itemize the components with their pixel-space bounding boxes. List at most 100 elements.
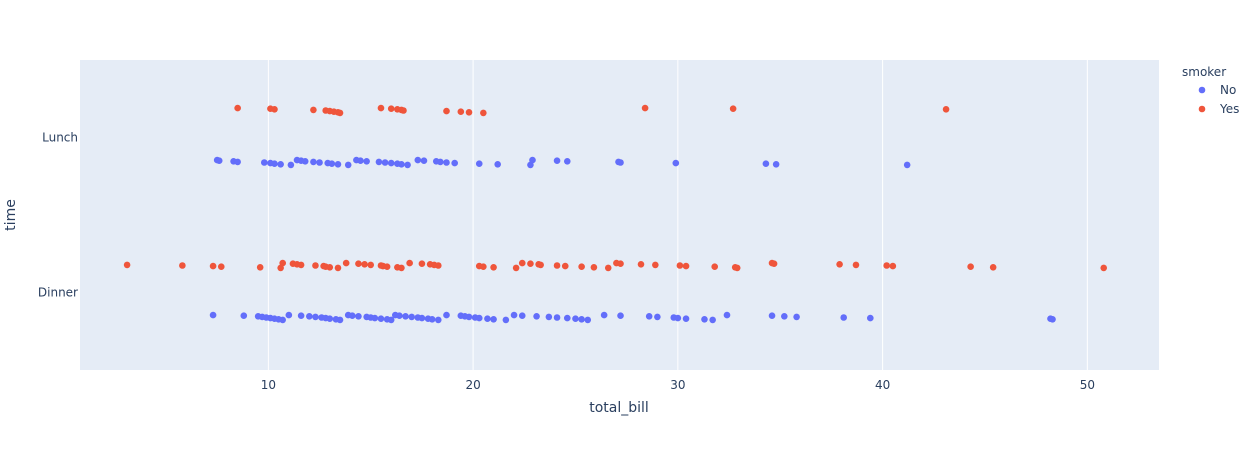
point-yes	[377, 104, 385, 112]
point-yes	[711, 263, 719, 271]
point-no	[355, 313, 362, 320]
point-no	[375, 158, 383, 166]
point-no	[553, 314, 561, 321]
point-yes	[465, 109, 473, 116]
point-yes	[733, 264, 741, 272]
point-no	[418, 314, 426, 322]
point-yes	[406, 259, 413, 267]
point-yes	[883, 262, 890, 269]
point-no	[578, 316, 585, 323]
point-no	[387, 316, 395, 324]
point-yes	[279, 259, 286, 267]
point-yes	[271, 106, 278, 113]
legend-label-no: No	[1220, 83, 1236, 97]
point-yes	[561, 262, 569, 270]
point-no	[349, 312, 356, 320]
point-yes	[682, 262, 690, 270]
point-no	[297, 312, 305, 320]
data-points	[123, 104, 1108, 324]
point-yes	[310, 106, 317, 114]
point-no	[387, 159, 395, 167]
x-tick-label-20: 20	[465, 378, 480, 392]
point-no	[600, 311, 608, 319]
point-no	[475, 160, 483, 167]
point-no	[287, 161, 295, 169]
point-no	[277, 161, 284, 168]
point-yes	[518, 259, 526, 267]
point-yes	[637, 261, 645, 268]
point-no	[584, 316, 592, 324]
point-no	[306, 313, 313, 320]
y-tick-labels: Dinner Lunch	[38, 131, 78, 300]
point-yes	[457, 108, 465, 115]
point-no	[563, 314, 571, 322]
point-no	[279, 316, 286, 324]
point-yes	[398, 264, 405, 272]
point-no	[285, 311, 293, 319]
point-no	[533, 313, 540, 320]
point-no	[451, 159, 458, 167]
point-no	[572, 315, 579, 323]
point-no	[334, 161, 342, 168]
point-no	[772, 161, 780, 168]
point-no	[762, 160, 770, 167]
x-tick-label-30: 30	[670, 378, 685, 392]
point-yes	[209, 262, 217, 270]
point-no	[1049, 316, 1056, 323]
point-yes	[942, 106, 950, 113]
point-no	[545, 313, 553, 321]
point-no	[377, 315, 385, 323]
point-no	[371, 314, 379, 322]
point-no	[396, 312, 403, 320]
point-yes	[217, 263, 225, 271]
point-yes	[179, 262, 186, 269]
point-no	[326, 315, 334, 323]
point-no	[271, 160, 278, 167]
point-no	[316, 159, 323, 166]
x-tick-label-40: 40	[875, 378, 890, 392]
point-no	[654, 313, 661, 321]
point-no	[363, 158, 370, 165]
point-yes	[443, 107, 450, 115]
point-no	[645, 313, 653, 320]
point-no	[682, 315, 690, 323]
point-yes	[852, 261, 860, 269]
point-no	[260, 159, 268, 166]
point-yes	[355, 260, 362, 268]
point-no	[617, 312, 624, 320]
point-no	[328, 160, 336, 167]
point-no	[867, 314, 874, 322]
point-yes	[604, 264, 612, 272]
point-no	[490, 316, 497, 323]
point-no	[475, 314, 483, 322]
point-yes	[387, 105, 395, 112]
point-no	[518, 312, 526, 320]
point-no	[312, 313, 319, 321]
point-no	[310, 158, 317, 166]
point-no	[768, 312, 776, 320]
x-tick-label-10: 10	[261, 378, 276, 392]
point-no	[443, 311, 450, 319]
point-no	[510, 311, 518, 319]
point-yes	[617, 260, 624, 268]
point-no	[414, 156, 422, 164]
point-yes	[641, 104, 649, 112]
point-no	[428, 316, 436, 323]
point-no	[494, 161, 501, 168]
point-yes	[989, 264, 997, 271]
point-no	[674, 314, 682, 322]
point-no	[398, 161, 405, 168]
point-no	[402, 313, 409, 320]
legend-marker-yes	[1198, 105, 1206, 113]
point-no	[709, 316, 716, 324]
point-yes	[256, 264, 264, 271]
point-yes	[836, 261, 843, 268]
legend-title: smoker	[1182, 65, 1226, 79]
point-no	[344, 161, 352, 169]
point-yes	[889, 262, 897, 270]
point-no	[408, 313, 415, 321]
point-no	[563, 158, 571, 165]
point-yes	[418, 260, 426, 268]
point-yes	[435, 262, 442, 269]
